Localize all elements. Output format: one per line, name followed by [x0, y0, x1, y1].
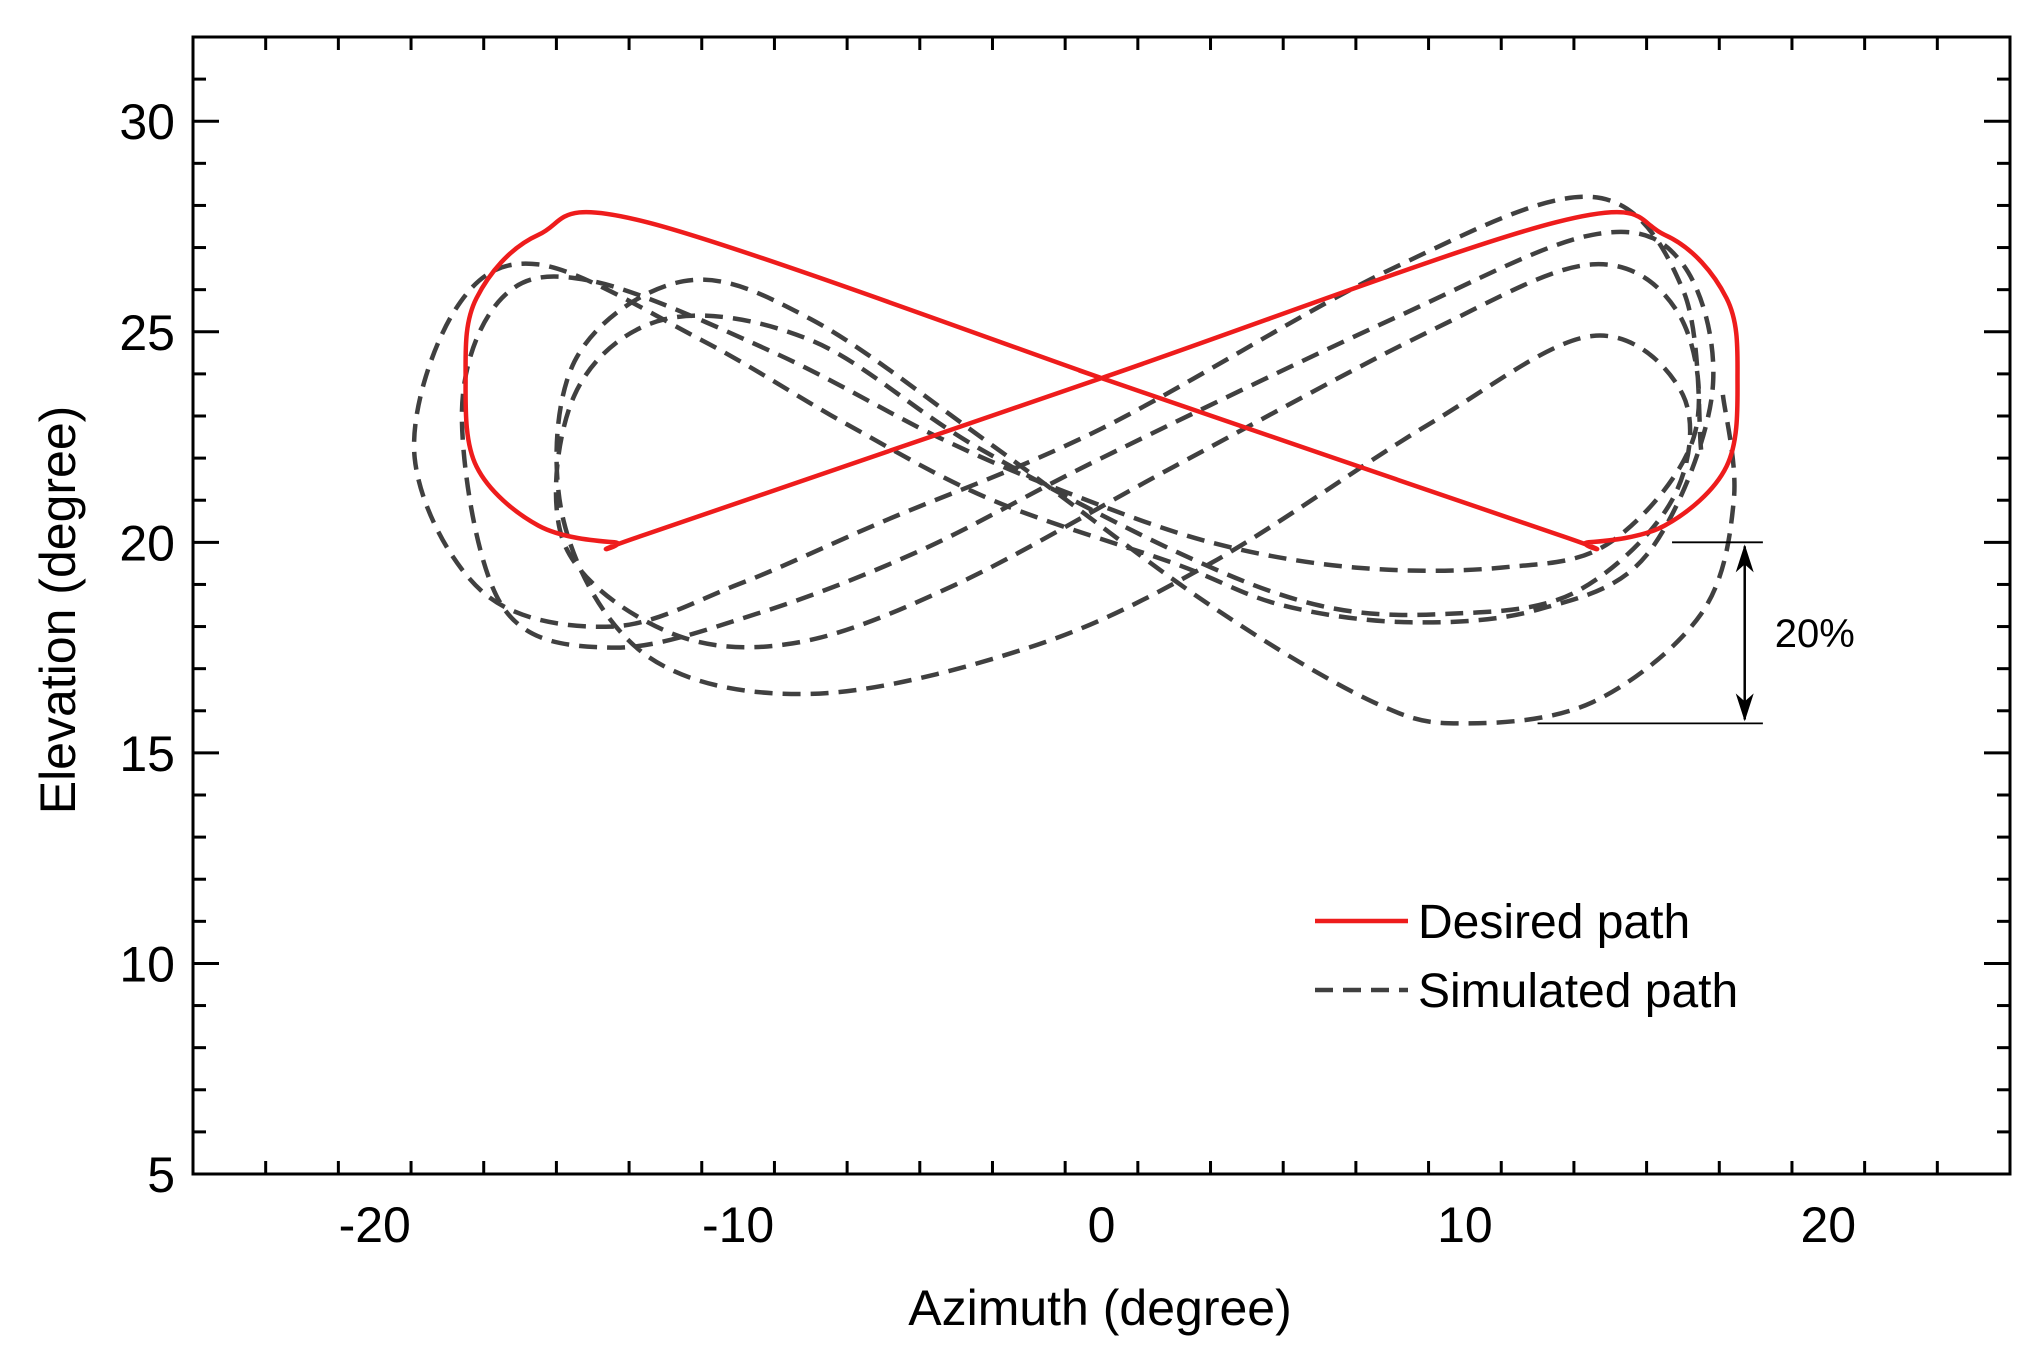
desired-path-line [463, 209, 1740, 552]
annotation-arrowhead-down [1735, 693, 1754, 722]
y-tick-label: 10 [119, 936, 175, 992]
y-tick-label: 5 [147, 1147, 175, 1203]
y-tick-label: 20 [119, 515, 175, 571]
annotation-layer: 20% [1537, 541, 1855, 725]
y-axis-label: Elevation (degree) [30, 406, 86, 815]
y-tick-label: 30 [119, 94, 175, 150]
tick-labels: -20 -10 0 10 20 5 10 15 20 25 30 [119, 94, 1856, 1253]
series-layer [411, 194, 1740, 726]
legend-label-desired: Desired path [1418, 896, 1690, 949]
x-axis-label: Azimuth (degree) [908, 1280, 1292, 1336]
x-tick-label: -10 [702, 1197, 774, 1253]
x-tick-label: 0 [1088, 1197, 1116, 1253]
tick-marks [193, 37, 2010, 1174]
plot-frame [191, 35, 2012, 1176]
annotation-label: 20% [1775, 612, 1855, 656]
legend-label-simulated: Simulated path [1418, 965, 1738, 1018]
annotation-arrowhead-up [1735, 544, 1754, 573]
y-tick-label: 15 [119, 726, 175, 782]
x-tick-label: 20 [1800, 1197, 1856, 1253]
x-tick-label: 10 [1437, 1197, 1493, 1253]
y-tick-label: 25 [119, 305, 175, 361]
x-tick-label: -20 [339, 1197, 411, 1253]
legend: Desired path Simulated path [1315, 896, 1738, 1018]
simulated-path-line [411, 194, 1737, 726]
